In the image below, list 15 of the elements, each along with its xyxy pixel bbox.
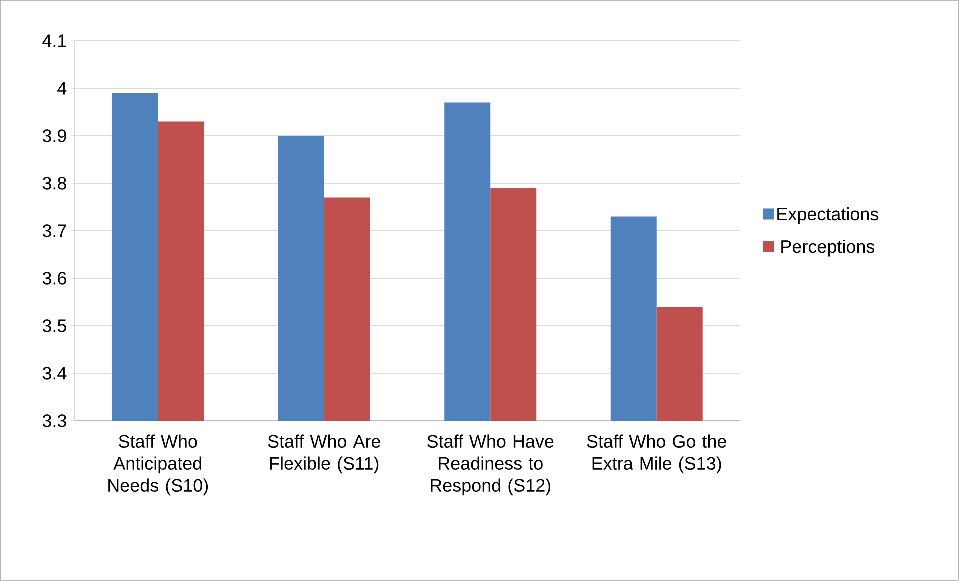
y-tick-label: 3.7 (42, 224, 66, 238)
x-tick-label: Staff Who Have Readiness to Respond (S12) (428, 434, 554, 496)
y-tick-label: 3.9 (42, 130, 66, 142)
legend-label: Expectations (778, 207, 879, 224)
y-tick-label: 3.8 (42, 177, 66, 190)
y-tick-label: 3.3 (42, 414, 66, 428)
y-tick-label: 3.4 (42, 367, 67, 380)
y-tick-label: 3.5 (42, 320, 66, 332)
y-tick-label: 3.6 (42, 272, 66, 285)
legend-label: Perceptions (782, 240, 875, 257)
y-tick-label: 4 (58, 82, 67, 95)
x-tick-label: Staff Who Are Flexible (S11) (268, 434, 380, 474)
y-tick-label: 4.1 (42, 34, 66, 48)
x-tick-label: Staff Who Anticipated Needs (S10) (108, 434, 208, 496)
x-tick-label: Staff Who Go the Extra Mile (S13) (587, 434, 726, 474)
